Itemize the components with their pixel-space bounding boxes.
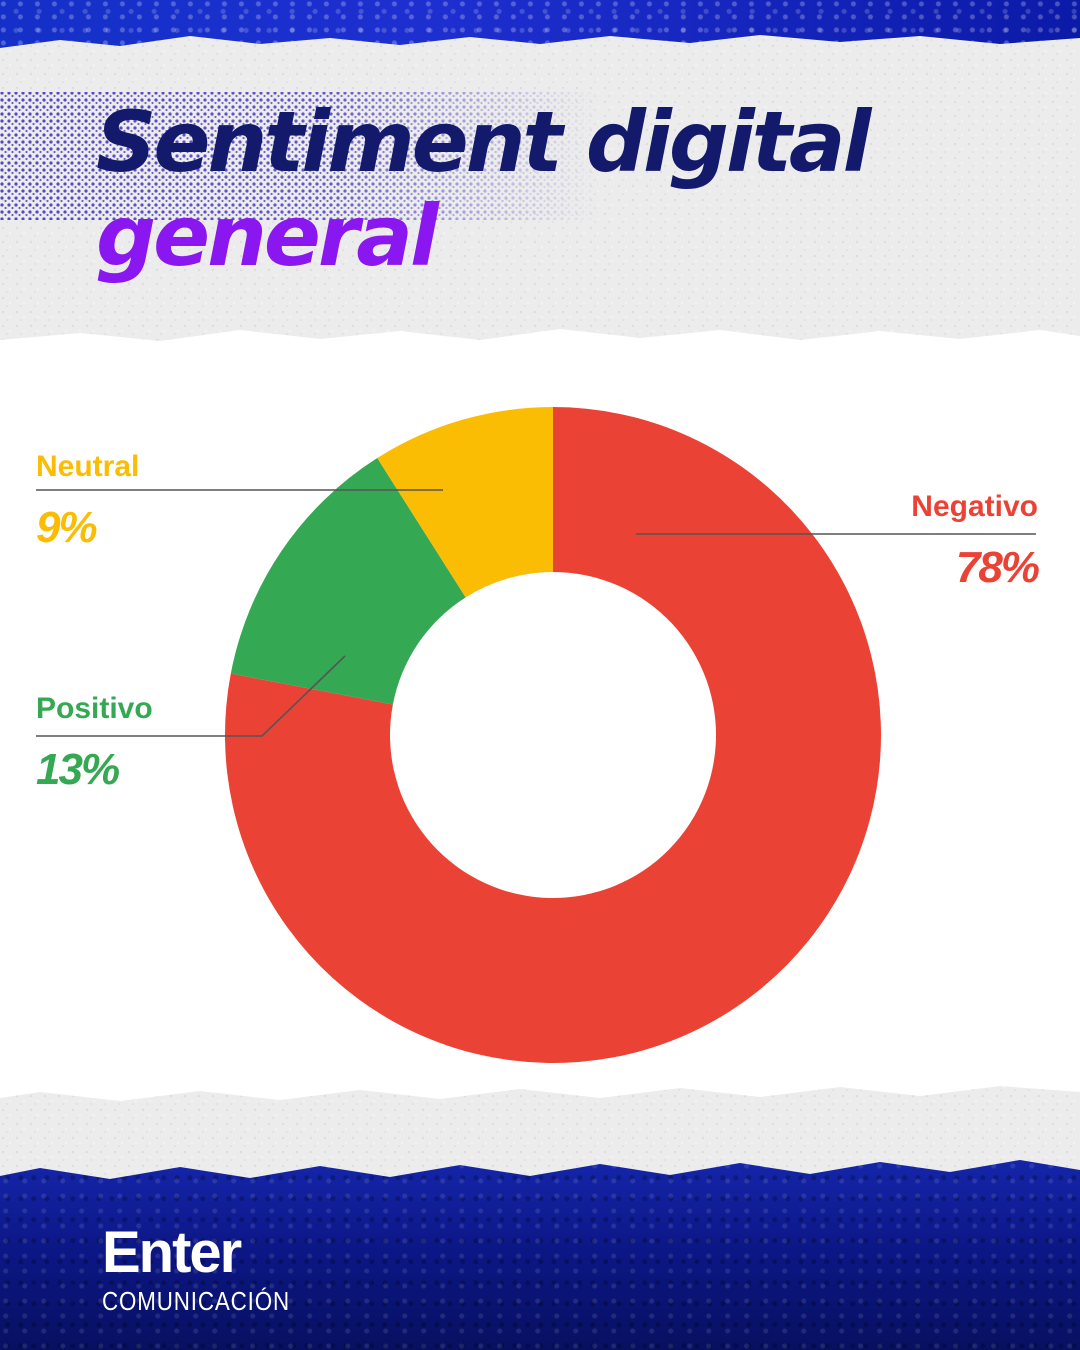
title-line-2: general (96, 187, 439, 285)
value-label-negativo: 78% (955, 543, 1040, 592)
page-title: Sentiment digital general (96, 93, 871, 285)
leader-line-positivo (36, 655, 346, 737)
slice-negativo (225, 407, 881, 1063)
brand-logo: Enter COMUNICACIÓN (102, 1224, 321, 1317)
title-line-1: Sentiment digital (96, 93, 871, 191)
value-label-positivo: 13% (36, 745, 120, 794)
slice-positivo (230, 458, 466, 705)
label-positivo: Positivo (36, 692, 153, 725)
value-label-neutral: 9% (36, 503, 98, 552)
label-neutral: Neutral (36, 450, 140, 483)
brand-tagline: COMUNICACIÓN (102, 1286, 290, 1316)
label-negativo: Negativo (911, 490, 1038, 523)
slice-neutral (377, 407, 553, 598)
brand-name: Enter (102, 1220, 242, 1285)
